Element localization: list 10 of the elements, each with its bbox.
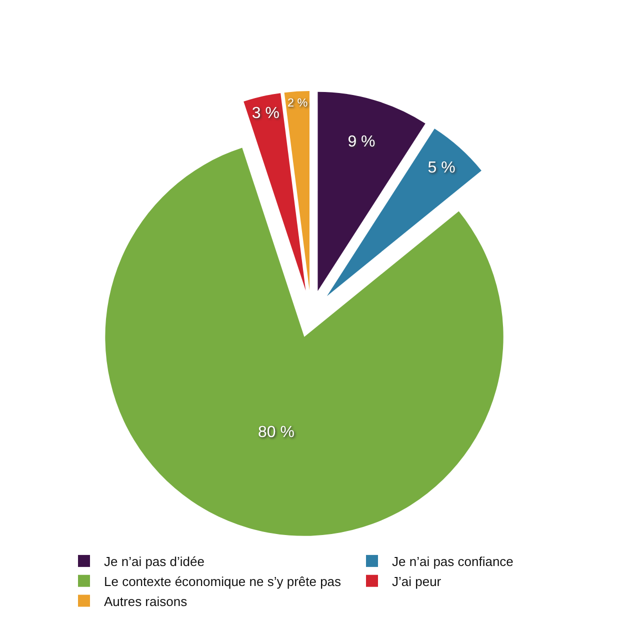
data-label: 9 % xyxy=(348,133,376,150)
legend-label: Le contexte économique ne s’y prête pas xyxy=(104,574,342,589)
legend-label: J’ai peur xyxy=(392,574,442,589)
legend-label: Je n’ai pas d’idée xyxy=(104,554,204,570)
data-label: 80 % xyxy=(258,424,294,441)
data-label: 5 % xyxy=(428,159,456,176)
data-label: 3 % xyxy=(252,104,280,122)
data-label: 2 % xyxy=(288,96,308,110)
legend-label: Je n’ai pas confiance xyxy=(392,554,514,570)
legend-label: Autres raisons xyxy=(104,594,188,609)
